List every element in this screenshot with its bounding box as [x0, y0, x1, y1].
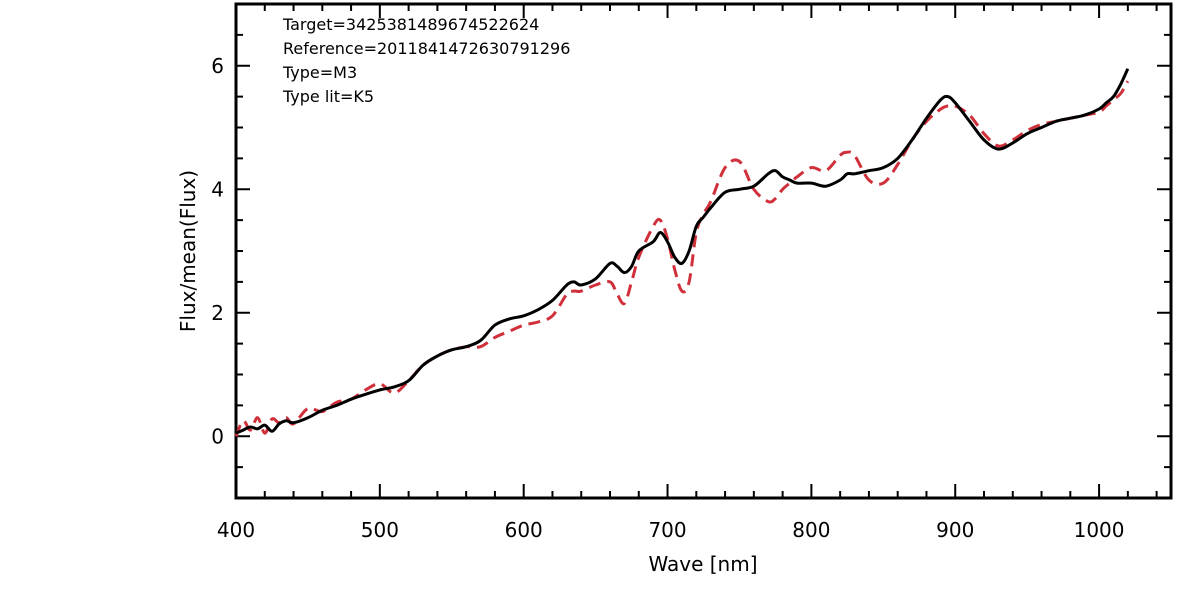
plot-frame [234, 2, 1173, 500]
annotation-line: Reference=2011841472630791296 [283, 39, 570, 58]
x-tick-label: 700 [648, 518, 686, 542]
x-tick-label: 1000 [1074, 518, 1125, 542]
annotation-line: Type lit=K5 [282, 87, 374, 106]
x-tick-label: 900 [936, 518, 974, 542]
annotation-line: Type=M3 [282, 63, 357, 82]
tick-labels: 400 500 600 700 800 900 1000 0 2 4 6 [211, 54, 1124, 542]
annotations: Target=3425381489674522624 Reference=2011… [282, 15, 570, 106]
series-layer [234, 68, 1130, 437]
annotation-line: Target=3425381489674522624 [282, 15, 539, 34]
x-tick-label: 500 [361, 518, 399, 542]
y-tick-label: 6 [211, 54, 224, 78]
target-spectrum-line [235, 68, 1130, 435]
x-tick-label: 600 [505, 518, 543, 542]
x-tick-label: 800 [792, 518, 830, 542]
y-tick-label: 4 [211, 177, 224, 201]
y-axis-title: Flux/mean(Flux) [176, 170, 200, 332]
axis-ticks [235, 3, 1171, 499]
x-axis-title: Wave [nm] [648, 552, 757, 576]
y-tick-label: 0 [211, 424, 224, 448]
reference-spectrum-line [234, 80, 1130, 437]
x-tick-label: 400 [217, 518, 255, 542]
y-tick-label: 2 [211, 301, 224, 325]
